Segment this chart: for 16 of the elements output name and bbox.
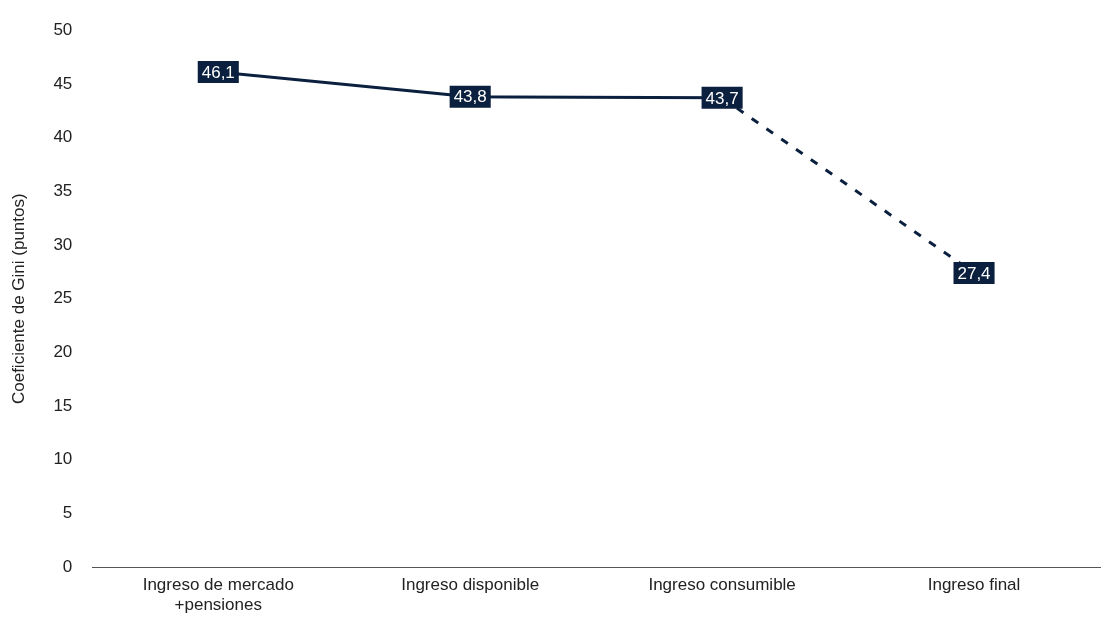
y-tick-label: 25 [53, 288, 73, 308]
y-tick-label: 45 [53, 73, 73, 93]
y-tick-label: 15 [53, 395, 73, 415]
y-tick-label: 10 [53, 449, 73, 469]
y-tick-label: 50 [53, 19, 73, 39]
y-tick-label: 40 [53, 127, 73, 147]
y-axis-title: Coeficiente de Gini (puntos) [8, 193, 28, 405]
y-tick-label: 20 [53, 342, 73, 362]
x-tick-label: Ingreso final [927, 575, 1021, 595]
y-tick-label: 30 [53, 234, 73, 254]
x-tick-label: Ingreso de mercado +pensiones [142, 575, 294, 615]
x-tick-label: Ingreso consumible [648, 575, 796, 595]
y-tick-label: 0 [62, 556, 73, 576]
y-tick-label: 5 [62, 503, 73, 523]
y-tick-label: 35 [53, 180, 73, 200]
x-tick-label: Ingreso disponible [401, 575, 540, 595]
